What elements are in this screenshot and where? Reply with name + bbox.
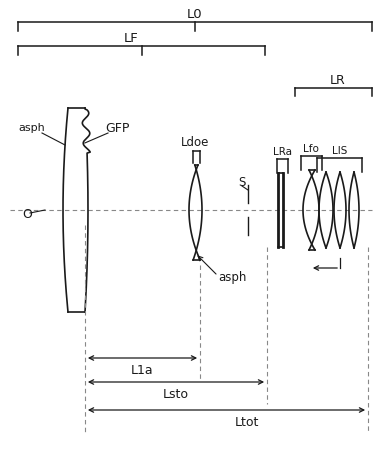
Text: L1a: L1a: [131, 364, 154, 377]
Text: Ltot: Ltot: [234, 415, 259, 428]
Text: LRa: LRa: [272, 147, 291, 157]
Text: L0: L0: [187, 7, 203, 20]
Text: S: S: [238, 176, 245, 188]
Text: LIS: LIS: [332, 146, 347, 156]
Text: asph: asph: [218, 272, 246, 285]
Text: LR: LR: [329, 73, 345, 86]
Text: asph: asph: [19, 123, 45, 133]
Text: O: O: [22, 207, 32, 220]
Text: GFP: GFP: [105, 122, 129, 134]
Text: Lsto: Lsto: [163, 388, 189, 401]
Text: Ldoe: Ldoe: [181, 136, 209, 150]
Text: Lfo: Lfo: [303, 144, 319, 154]
Text: LF: LF: [124, 31, 139, 44]
